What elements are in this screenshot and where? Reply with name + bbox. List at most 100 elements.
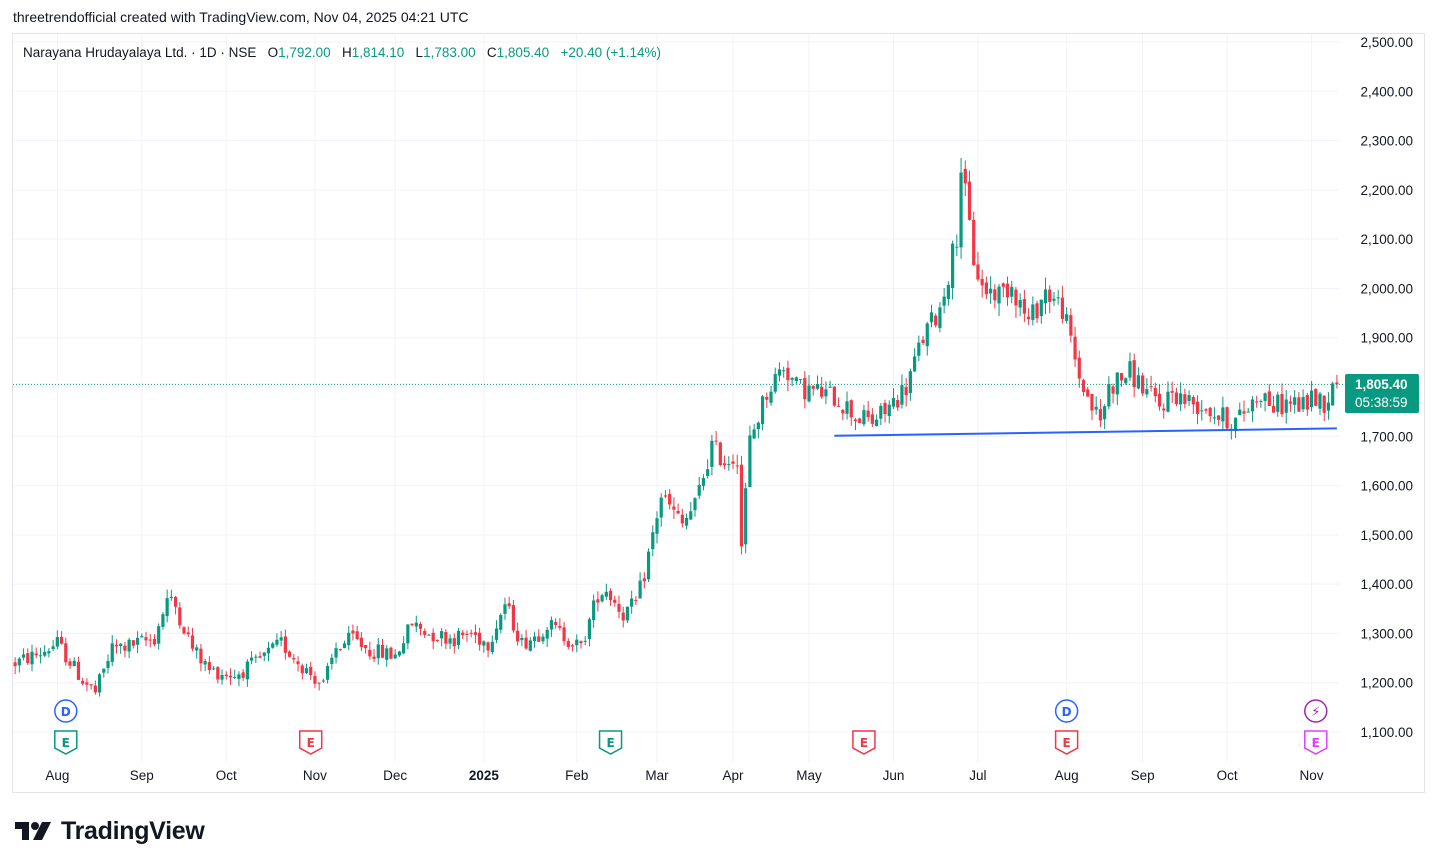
candle-body: [254, 656, 258, 658]
legend-close-value: 1,805.40: [496, 45, 550, 60]
candle-body: [727, 464, 731, 466]
dividend-marker[interactable]: D: [1054, 699, 1079, 723]
chart-frame[interactable]: [12, 33, 1425, 793]
candle-body: [1128, 361, 1132, 378]
candle-body: [1259, 401, 1263, 403]
candle-body: [1039, 299, 1043, 317]
tradingview-brand[interactable]: TradingView: [15, 814, 205, 848]
candle-body: [224, 674, 228, 677]
candle-body: [1115, 372, 1119, 395]
candle-body: [427, 634, 431, 636]
earnings-shield: [298, 730, 323, 755]
earnings-marker[interactable]: E: [298, 730, 323, 755]
candle-body: [904, 387, 908, 396]
candle-body: [794, 377, 798, 382]
candle-body: [1048, 289, 1052, 302]
event-markers[interactable]: D E E E E D E ⚡ E: [54, 699, 1328, 755]
legend-change: +20.40 (+1.14%): [560, 45, 662, 60]
y-tick-label: 1,900.00: [1360, 331, 1413, 346]
candle-body: [211, 668, 216, 670]
dividend-circle: [54, 699, 78, 723]
support-trendline[interactable]: [834, 427, 1337, 437]
legend-symbol[interactable]: Narayana Hrudayalaya Ltd. · 1D · NSE: [23, 45, 257, 60]
earnings-marker[interactable]: E: [54, 730, 78, 755]
candle-body: [93, 685, 97, 693]
candle-body: [131, 640, 135, 646]
earnings-label: E: [1063, 736, 1071, 750]
split-marker[interactable]: ⚡: [1304, 699, 1328, 723]
candle-body: [925, 323, 929, 347]
candle-body: [402, 643, 406, 654]
candle-body: [1280, 394, 1284, 415]
candle-body: [1103, 406, 1107, 420]
candle-body: [917, 342, 921, 356]
candle-body: [102, 668, 106, 673]
candle-body: [676, 510, 680, 514]
candle-body: [655, 518, 659, 534]
earnings-marker[interactable]: E: [852, 730, 876, 755]
candle-body: [862, 410, 866, 425]
candle-body: [1001, 283, 1005, 287]
candle-body: [1204, 409, 1208, 411]
candle-body: [38, 655, 43, 657]
candle-body: [1157, 393, 1162, 407]
candle-body: [934, 315, 938, 326]
candle-body: [283, 636, 287, 653]
candle-body: [410, 623, 414, 626]
earnings-marker[interactable]: E: [1054, 730, 1079, 755]
candle-body: [532, 636, 537, 642]
candle-body: [558, 625, 562, 628]
x-tick-label: Nov: [303, 768, 327, 783]
x-tick-label: Sep: [1131, 768, 1155, 783]
x-tick-label: Oct: [216, 768, 237, 783]
candle-body: [1221, 407, 1225, 422]
candle-body: [891, 398, 896, 407]
candle-body: [1326, 402, 1331, 411]
dividend-label: D: [1062, 705, 1072, 719]
candle-body: [579, 641, 583, 644]
last-price-badge: 1,805.40 05:38:59: [1345, 374, 1419, 413]
candle-body: [1141, 375, 1145, 394]
candle-body: [203, 661, 207, 665]
candle-body: [1081, 380, 1086, 392]
legend-close-label: C: [486, 45, 497, 60]
candle-body: [765, 397, 769, 400]
candle-body: [1179, 393, 1183, 405]
candle-body: [1014, 289, 1018, 306]
price-axis[interactable]: 1,100.00 1,200.00 1,300.00 1,400.00 1,500.00…: [1360, 35, 1413, 740]
candle-body: [313, 675, 317, 684]
candle-body: [570, 645, 575, 647]
candle-body: [161, 614, 165, 627]
candle-body: [967, 181, 972, 220]
candle-body: [448, 638, 452, 644]
candle-body: [1305, 395, 1309, 410]
candle-body: [984, 282, 988, 295]
trendline-layer[interactable]: [834, 427, 1337, 437]
candle-body: [824, 389, 828, 397]
candle-body: [1052, 298, 1056, 301]
candle-body: [1225, 407, 1229, 429]
candle-body: [1183, 394, 1187, 404]
dividend-marker[interactable]: D: [54, 699, 78, 723]
candle-body: [832, 386, 836, 406]
candle-body: [773, 374, 777, 392]
candle-body: [672, 506, 676, 510]
candle-body: [342, 643, 347, 649]
candle-body: [777, 369, 782, 376]
dividend-circle: [1054, 699, 1079, 723]
candle-body: [330, 657, 334, 664]
candle-body: [938, 307, 942, 328]
x-tick-label: Jul: [969, 768, 986, 783]
candle-body: [735, 465, 739, 467]
candle-body: [841, 409, 845, 414]
candle-body: [1187, 395, 1191, 401]
earnings-marker[interactable]: E: [598, 730, 623, 755]
candle-body: [1309, 390, 1314, 407]
candle-body: [1065, 314, 1069, 321]
candle-body: [748, 435, 752, 488]
candle-body: [266, 647, 271, 654]
earnings-marker[interactable]: E: [1304, 730, 1328, 755]
time-axis[interactable]: Aug Sep Oct Nov Dec 2025 Feb Mar Apr May Jun Jul Aug…: [45, 768, 1323, 783]
candles: [13, 157, 1339, 697]
